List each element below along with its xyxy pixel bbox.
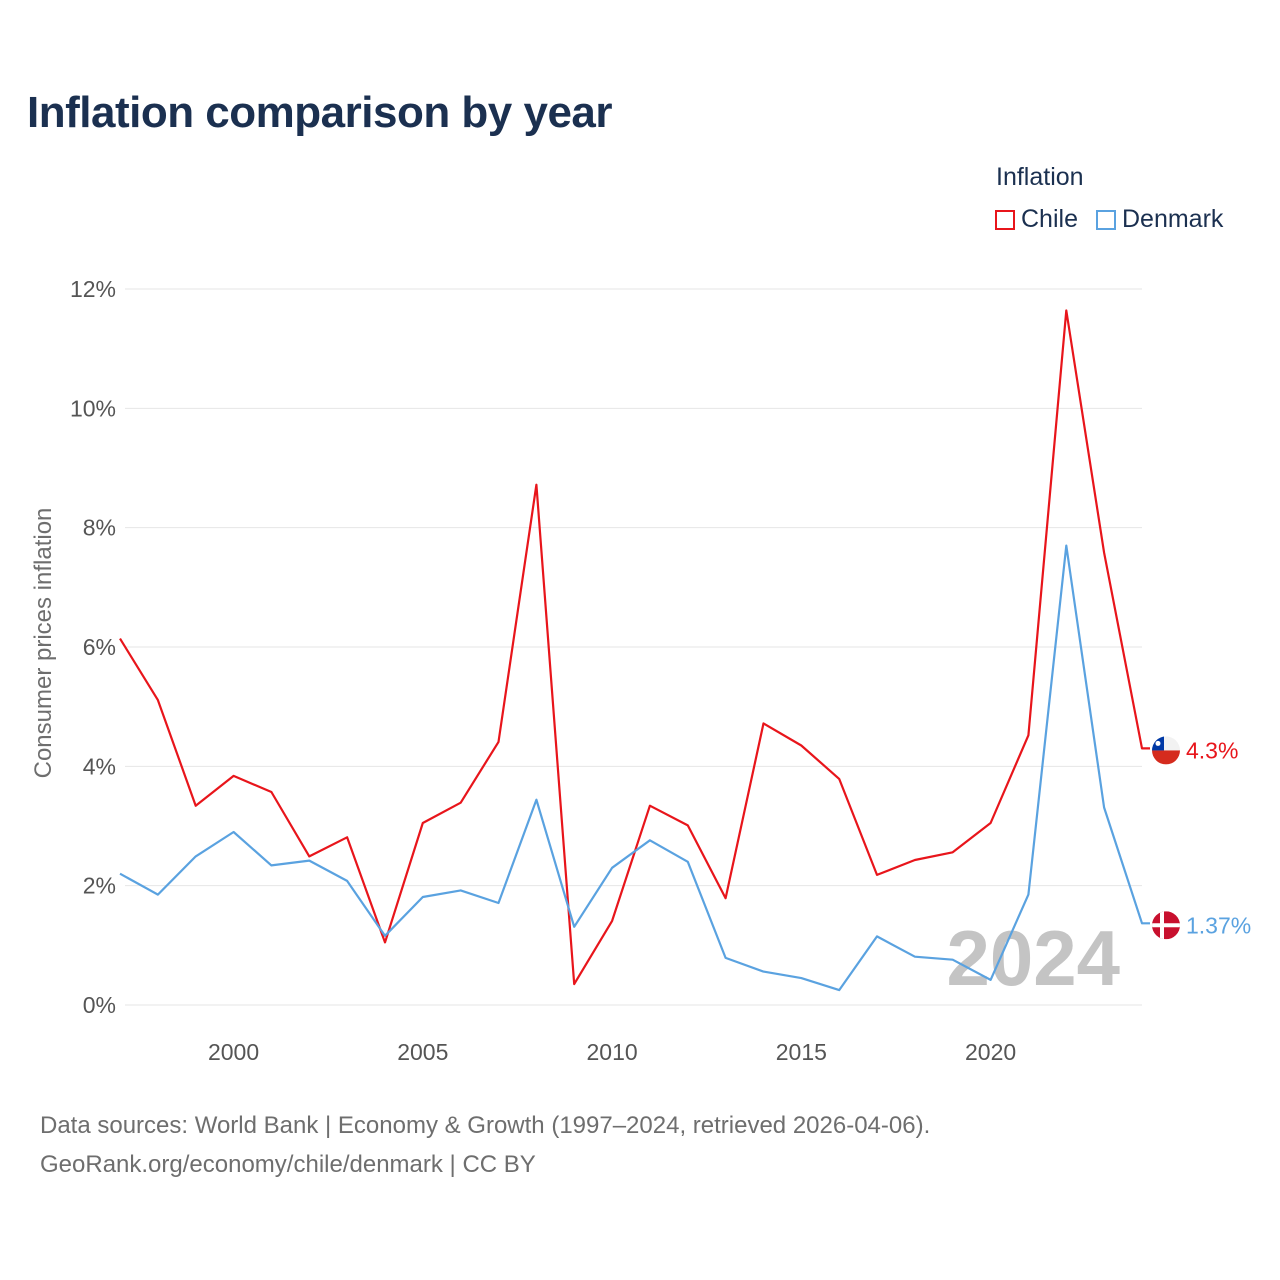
legend-item-chile[interactable]: Chile xyxy=(995,205,1078,234)
legend-item-denmark[interactable]: Denmark xyxy=(1095,205,1224,234)
x-tick-label: 2000 xyxy=(208,1039,259,1065)
y-tick-label: 4% xyxy=(83,753,116,779)
series-lines xyxy=(119,309,1150,992)
y-axis-ticks: 0% 2% 4% 6% 8% 10% 12% xyxy=(70,276,116,1018)
legend-label-denmark: Denmark xyxy=(1121,205,1224,233)
end-value-label-denmark: 1.37% xyxy=(1186,912,1251,938)
gridlines xyxy=(125,288,1142,1006)
legend-title: Inflation xyxy=(996,163,1084,191)
x-tick-label: 2020 xyxy=(965,1039,1016,1065)
x-axis-ticks: 2000 2005 2010 2015 2020 xyxy=(208,1039,1016,1065)
legend-swatch-denmark xyxy=(1095,209,1116,230)
y-tick-label: 8% xyxy=(83,515,116,541)
series-line-chile xyxy=(119,309,1150,986)
y-axis-label: Consumer prices inflation xyxy=(30,508,57,779)
chart-title: Inflation comparison by year xyxy=(27,88,613,137)
legend-label-chile: Chile xyxy=(1021,205,1078,233)
year-watermark: 2024 xyxy=(946,914,1120,1002)
footer-link[interactable]: GeoRank.org/economy/chile/denmark | CC B… xyxy=(40,1151,536,1178)
series-end-markers: 4.3% 1.37% xyxy=(1152,736,1251,940)
series-line-denmark xyxy=(119,544,1150,992)
footer-sources: Data sources: World Bank | Economy & Gro… xyxy=(40,1112,931,1139)
footer: Data sources: World Bank | Economy & Gro… xyxy=(40,1106,930,1184)
y-tick-label: 0% xyxy=(83,992,116,1018)
y-tick-label: 6% xyxy=(83,634,116,660)
x-tick-label: 2010 xyxy=(586,1039,637,1065)
x-tick-label: 2015 xyxy=(776,1039,827,1065)
legend-swatch-chile xyxy=(995,209,1015,230)
end-value-label-chile: 4.3% xyxy=(1186,737,1238,763)
flag-icon-chile xyxy=(1152,736,1180,765)
x-tick-label: 2005 xyxy=(397,1039,448,1065)
legend: Chile Denmark xyxy=(995,205,1223,234)
y-tick-label: 10% xyxy=(70,395,116,421)
y-tick-label: 12% xyxy=(70,276,116,302)
flag-icon-denmark xyxy=(1152,911,1180,940)
y-tick-label: 2% xyxy=(83,873,116,899)
